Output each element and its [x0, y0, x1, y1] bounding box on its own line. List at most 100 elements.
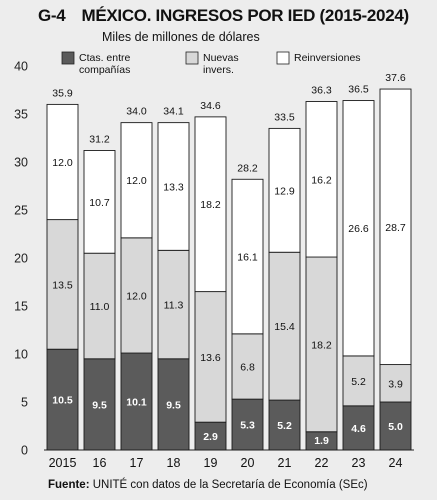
bar-total-label: 28.2 — [237, 162, 258, 174]
y-tick-label: 10 — [14, 348, 28, 362]
bar-segment — [83, 252, 116, 360]
bar-value-label: 12.0 — [126, 175, 147, 187]
y-tick-label: 25 — [14, 204, 28, 218]
source-text: UNITÉ con datos de la Secretaría de Econ… — [89, 479, 368, 491]
bar-value-label: 10.1 — [126, 397, 147, 409]
bar-value-label: 9.5 — [92, 399, 107, 411]
bar-value-label: 5.3 — [240, 420, 255, 432]
bar-segment — [194, 291, 227, 423]
bar-value-label: 15.4 — [274, 321, 295, 333]
bar-total-label: 36.5 — [348, 84, 369, 96]
bar-total-label: 36.3 — [311, 85, 332, 97]
legend-label: Ctas. entre — [79, 52, 131, 64]
bar-segment — [83, 150, 116, 254]
source-note: Fuente: UNITÉ con datos de la Secretaría… — [48, 479, 368, 491]
bar-segment — [231, 333, 264, 400]
legend-label: compañías — [79, 64, 130, 76]
legend-label: Reinversiones — [294, 52, 361, 64]
legend-swatch — [61, 51, 75, 65]
bar-segment — [194, 421, 227, 451]
bar-value-label: 12.9 — [274, 185, 295, 197]
bar-value-label: 11.0 — [90, 301, 110, 313]
y-tick-label: 40 — [14, 60, 28, 74]
x-tick-label: 19 — [204, 456, 218, 470]
bar-segment — [46, 219, 79, 350]
bar-total-label: 35.9 — [52, 87, 73, 99]
bar-segment — [231, 178, 264, 335]
bar-value-label: 13.3 — [163, 181, 184, 193]
bar-segment — [342, 355, 375, 407]
bar-total-label: 34.1 — [163, 106, 184, 118]
chart-title-text: MÉXICO. INGRESOS POR IED (2015-2024) — [81, 6, 409, 25]
bar-value-label: 18.2 — [311, 339, 332, 351]
bar-segment — [342, 405, 375, 451]
bar-segment — [268, 399, 301, 451]
y-tick-label: 30 — [14, 156, 28, 170]
x-tick-label: 21 — [278, 456, 292, 470]
bar-segment — [194, 116, 227, 293]
bar-segment — [120, 352, 153, 451]
chart-code: G-4 — [38, 6, 66, 25]
x-tick-label: 17 — [130, 456, 144, 470]
bar-value-label: 11.3 — [164, 300, 184, 312]
bar-segment — [231, 398, 264, 451]
bar-value-label: 10.5 — [52, 395, 73, 407]
bar-value-label: 5.0 — [388, 421, 403, 433]
bar-total-label: 31.2 — [89, 133, 110, 145]
bar-segment — [46, 348, 79, 451]
bar-value-label: 28.7 — [385, 222, 406, 234]
bar-value-label: 1.9 — [314, 435, 329, 447]
bar-segment — [120, 122, 153, 239]
bar-value-label: 5.2 — [277, 420, 292, 432]
bar-segment — [157, 249, 190, 360]
bar-total-label: 34.0 — [126, 106, 147, 118]
bar-value-label: 12.0 — [126, 290, 147, 302]
chart-subtitle: Miles de millones de dólares — [102, 30, 260, 44]
bar-segment — [379, 88, 412, 366]
x-tick-label: 22 — [315, 456, 329, 470]
bar-value-label: 5.2 — [351, 376, 366, 388]
bar-segment — [379, 364, 412, 403]
bar-value-label: 10.7 — [89, 197, 110, 209]
x-tick-label: 16 — [93, 456, 107, 470]
bar-segment — [46, 103, 79, 221]
bar-segment — [157, 122, 190, 251]
y-tick-label: 0 — [21, 444, 28, 458]
bar-segment — [379, 401, 412, 451]
bar-value-label: 26.6 — [348, 223, 369, 235]
bar-value-label: 4.6 — [351, 423, 366, 435]
bar-segment — [268, 127, 301, 253]
y-tick-label: 15 — [14, 300, 28, 314]
bar-value-label: 13.6 — [200, 352, 221, 364]
bar-value-label: 16.1 — [237, 252, 258, 264]
chart-title: G-4 MÉXICO. INGRESOS POR IED (2015-2024) — [38, 6, 409, 26]
bar-value-label: 18.2 — [200, 199, 221, 211]
y-tick-label: 35 — [14, 108, 28, 122]
legend-label: invers. — [203, 64, 234, 76]
bar-value-label: 9.5 — [166, 399, 181, 411]
bar-total-label: 33.5 — [274, 111, 295, 123]
legend-swatch — [276, 51, 290, 65]
bar-value-label: 16.2 — [311, 174, 332, 186]
bar-value-label: 2.9 — [203, 431, 218, 443]
bar-segment — [268, 251, 301, 401]
bar-segment — [305, 101, 338, 258]
legend-swatch — [185, 51, 199, 65]
y-tick-label: 20 — [14, 252, 28, 266]
bar-value-label: 3.9 — [388, 378, 403, 390]
x-tick-label: 2015 — [49, 456, 77, 470]
bar-segment — [305, 256, 338, 433]
bar-value-label: 6.8 — [240, 361, 255, 373]
bar-total-label: 34.6 — [200, 100, 221, 112]
x-tick-label: 18 — [167, 456, 181, 470]
bar-segment — [342, 100, 375, 357]
y-tick-label: 5 — [21, 396, 28, 410]
x-tick-label: 24 — [389, 456, 403, 470]
bar-segment — [120, 237, 153, 354]
bar-segment — [157, 358, 190, 451]
bar-value-label: 13.5 — [52, 279, 73, 291]
bar-total-label: 37.6 — [385, 72, 406, 84]
legend-label: Nuevas — [203, 52, 239, 64]
bar-value-label: 12.0 — [52, 157, 73, 169]
